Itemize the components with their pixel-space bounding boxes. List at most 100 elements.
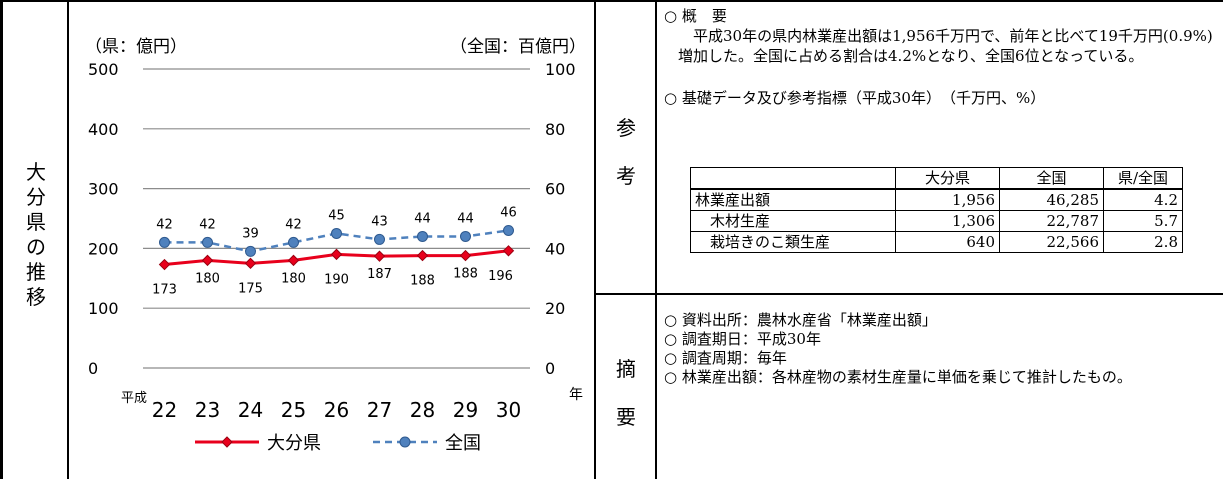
side-title-char: 移 — [26, 285, 46, 309]
data-label: 173 — [152, 283, 177, 298]
reference-section: ○ 概 要 平成30年の県内林業産出額は1,956千万円で、前年と比べて19千万… — [664, 6, 1219, 108]
data-label: 45 — [328, 208, 345, 223]
side-title-char: の — [26, 235, 46, 259]
x-tick-label: 29 — [453, 398, 478, 422]
side-title: 大 分 県 の 推 移 — [8, 160, 64, 310]
data-point — [331, 227, 342, 239]
basic-data-title: ○ 基礎データ及び参考指標（平成30年） （千万円、%） — [664, 89, 1046, 107]
table-cell: 46,285 — [999, 188, 1104, 211]
data-point — [374, 233, 385, 245]
y-tick-left: 500 — [88, 60, 119, 79]
summary-section: ○ 資料出所：農林水産省「林業産出額」 ○ 調査期日：平成30年 ○ 調査周期：… — [664, 311, 1219, 387]
side-title-char: 分 — [26, 185, 46, 209]
data-label: 188 — [410, 274, 435, 289]
label-char: 摘 — [616, 357, 636, 381]
divider-sections — [594, 293, 1223, 295]
x-unit: 年 — [569, 387, 583, 403]
data-label: 196 — [488, 269, 513, 284]
right-axis-unit: （全国：百億円） — [450, 37, 586, 57]
y-tick-right: 60 — [545, 180, 565, 199]
data-point — [159, 236, 170, 248]
data-label: 187 — [367, 267, 392, 282]
side-title-char: 大 — [26, 160, 46, 184]
y-tick-right: 80 — [545, 120, 565, 139]
data-label: 44 — [457, 211, 474, 226]
table-row: 栽培きのこ類生産 640 22,566 2.8 — [690, 231, 1183, 253]
data-label: 188 — [453, 267, 478, 282]
y-tick-left: 300 — [88, 180, 119, 199]
label-sanko: 参 考 — [598, 104, 654, 200]
summary-line: ○ 調査期日：平成30年 — [664, 330, 821, 348]
y-tick-left: 100 — [88, 299, 119, 318]
data-label: 42 — [285, 217, 302, 232]
table-header: 大分県 — [895, 167, 1000, 190]
data-point — [459, 249, 472, 262]
overview-title: ○ 概 要 — [664, 7, 727, 25]
table-row: 木材生産 1,306 22,787 5.7 — [690, 210, 1183, 232]
summary-line: ○ 調査周期：毎年 — [664, 349, 787, 367]
table-row: 林業産出額 1,956 46,285 4.2 — [690, 188, 1183, 211]
summary-line: ○ 林業産出額：各林産物の素材生産量に単価を乗じて推計したもの。 — [664, 368, 1132, 386]
table-cell: 22,566 — [999, 231, 1104, 253]
x-tick-label: 30 — [496, 398, 521, 422]
divider-title — [67, 0, 69, 479]
data-point — [202, 236, 213, 248]
table-cell: 1,956 — [895, 188, 1000, 211]
table-cell: 5.7 — [1103, 210, 1183, 232]
line-chart: （県：億円） （全国：百億円） 平成 年 0 0 100 20 200 40 300 60 40… — [85, 37, 586, 454]
data-point — [503, 224, 514, 236]
y-tick-right: 100 — [545, 60, 576, 79]
y-tick-left: 400 — [88, 120, 119, 139]
y-tick-right: 40 — [545, 239, 565, 258]
y-tick-left: 200 — [88, 239, 119, 258]
x-tick-label: 23 — [195, 398, 220, 422]
data-point — [502, 245, 515, 257]
y-tick-right: 20 — [545, 299, 565, 318]
data-point — [245, 245, 256, 257]
table-cell: 640 — [895, 231, 1000, 253]
legend-label: 大分県 — [267, 433, 321, 454]
data-label: 190 — [324, 272, 349, 287]
basic-data-table: 大分県 全国 県/全国 林業産出額 1,956 46,285 4.2 木材生産 … — [690, 167, 1183, 253]
table-cell: 2.8 — [1103, 231, 1183, 253]
table-header-row: 大分県 全国 県/全国 — [690, 167, 1183, 190]
side-title-char: 県 — [26, 210, 46, 234]
side-title-char: 推 — [26, 260, 46, 284]
data-label: 43 — [371, 214, 388, 229]
table-cell: 1,306 — [895, 210, 1000, 232]
label-tekiyo: 摘 要 — [598, 345, 654, 441]
legend-marker — [399, 436, 411, 448]
y-tick-left: 0 — [88, 359, 98, 378]
data-label: 180 — [195, 271, 220, 286]
label-char: 参 — [616, 116, 636, 140]
table-header: 全国 — [999, 167, 1104, 190]
x-prefix: 平成 — [121, 391, 147, 406]
x-tick-label: 22 — [152, 398, 177, 422]
data-point — [158, 258, 171, 271]
table-cell: 林業産出額 — [690, 188, 896, 211]
data-label: 39 — [242, 226, 259, 241]
data-point — [330, 248, 343, 261]
data-point — [288, 236, 299, 248]
data-point — [373, 250, 386, 262]
divider-chart — [594, 0, 596, 479]
x-tick-label: 28 — [410, 398, 435, 422]
table-cell: 4.2 — [1103, 188, 1183, 211]
label-char: 考 — [616, 164, 636, 188]
data-label: 175 — [238, 281, 263, 296]
data-point — [287, 254, 300, 267]
data-label: 42 — [156, 217, 173, 232]
x-tick-label: 27 — [367, 398, 392, 422]
data-label: 46 — [500, 205, 517, 220]
data-label: 42 — [199, 217, 216, 232]
table-cell: 栽培きのこ類生産 — [690, 231, 896, 253]
data-label: 180 — [281, 271, 306, 286]
data-point — [460, 230, 471, 242]
data-point — [417, 230, 428, 242]
x-tick-label: 24 — [238, 398, 263, 422]
legend-label: 全国 — [445, 433, 481, 454]
table-header — [690, 167, 896, 190]
x-tick-label: 26 — [324, 398, 349, 422]
left-axis-unit: （県：億円） — [85, 37, 187, 57]
